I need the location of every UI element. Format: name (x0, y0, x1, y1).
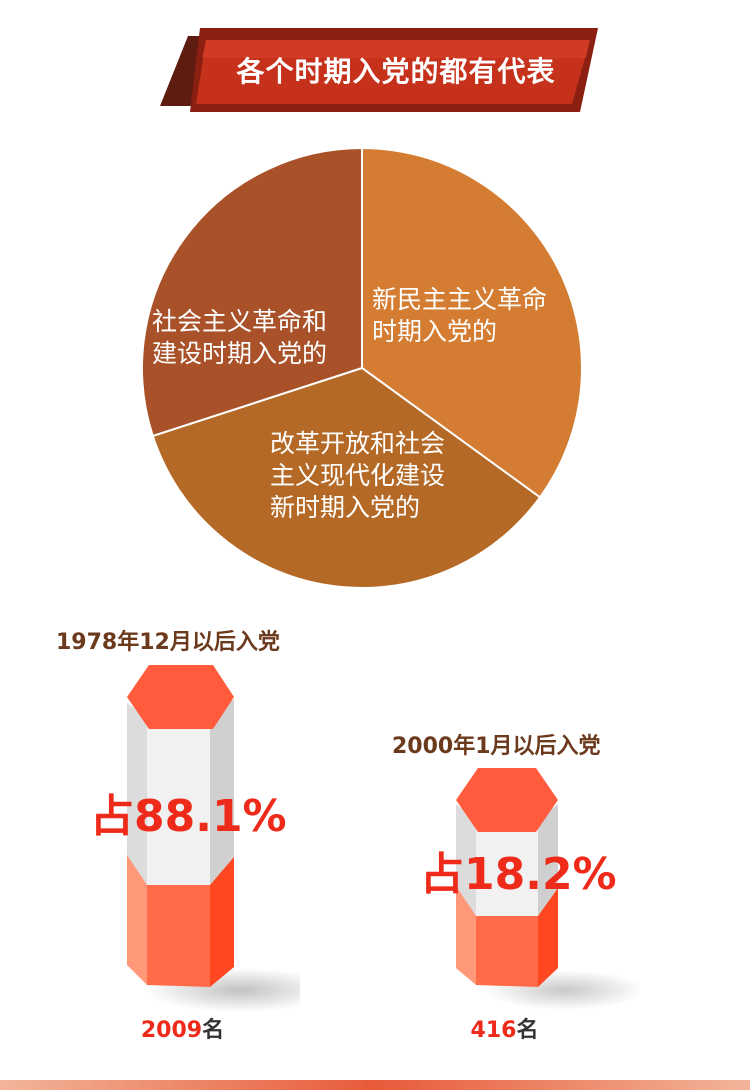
series-1-count: 2009名 (100, 1012, 265, 1044)
series-2-count-unit: 名 (516, 1018, 539, 1043)
series-2-count: 416名 (422, 1012, 587, 1044)
cylinder-2-fill-front (476, 916, 538, 987)
pie-slice-1 (361, 146, 583, 499)
cylinder-1-body-left (127, 703, 147, 887)
cylinder-1-body-right (210, 699, 234, 887)
cylinder-2 (456, 768, 640, 1010)
bottom-divider (0, 1080, 750, 1090)
title-banner (160, 28, 598, 112)
series-1-percent: 占88.1% (90, 791, 287, 842)
cylinder-1-fill-front (147, 885, 210, 987)
series-1-count-unit: 名 (202, 1018, 225, 1043)
cylinder-1 (127, 665, 300, 1012)
series-2-percent: 占18.2% (420, 849, 617, 900)
page-title: 各个时期入党的都有代表 (236, 55, 556, 88)
cylinder-2-fill-left (456, 886, 476, 985)
series-1-count-value: 2009 (140, 1018, 203, 1043)
cylinder-1-fill-right (210, 857, 234, 987)
cylinder-1-fill-left (127, 855, 147, 985)
pie-slice-2 (151, 366, 542, 589)
pie-slice-3 (141, 146, 363, 438)
cylinder-2-body-right (538, 804, 558, 925)
pie-label-2: 改革开放和社会主义现代化建设新时期入党的 (270, 429, 445, 522)
cylinder-1-body-front (147, 717, 210, 887)
cylinder-2-body-front (476, 820, 538, 925)
pie-label-1: 新民主主义革命时期入党的 (372, 285, 547, 346)
cylinder-2-fill-right (538, 888, 558, 987)
cylinder-2-cap (456, 768, 558, 832)
series-2-count-value: 416 (470, 1018, 517, 1043)
pie-label-3: 社会主义革命和建设时期入党的 (152, 307, 327, 368)
series-1-title: 1978年12月以后入党 (56, 630, 280, 655)
series-2-title: 2000年1月以后入党 (392, 734, 601, 759)
cylinder-1-cap (127, 665, 234, 729)
